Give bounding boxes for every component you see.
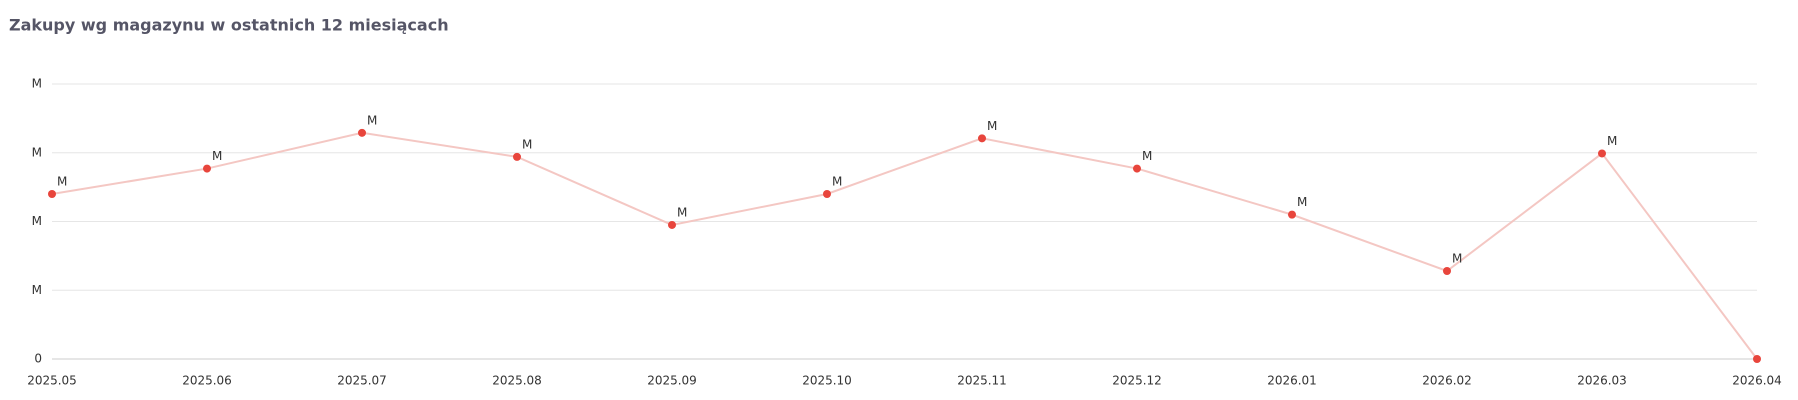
y-tick-label: 0 — [34, 352, 42, 366]
data-label: M — [1142, 149, 1152, 163]
point — [668, 220, 676, 229]
x-tick-label: 2025.07 — [337, 374, 387, 388]
x-tick-label: 2025.06 — [182, 374, 232, 388]
data-label: M — [677, 205, 687, 219]
point — [1443, 267, 1451, 275]
y-tick-label: M — [32, 77, 42, 91]
x-tick-label: 2025.11 — [957, 374, 1007, 388]
data-label: M — [212, 149, 222, 163]
point — [1598, 149, 1606, 158]
point — [978, 134, 986, 143]
data-label: M — [522, 137, 532, 151]
point — [203, 164, 211, 173]
point — [513, 152, 521, 161]
y-tick-label: M — [32, 283, 42, 297]
point — [823, 190, 831, 198]
y-tick-label: M — [32, 214, 42, 228]
x-tick-label: 2026.04 — [1732, 374, 1782, 388]
data-label: M — [1607, 134, 1617, 148]
x-tick-label: 2025.05 — [27, 374, 77, 388]
point — [1288, 210, 1296, 219]
data-label: M — [1452, 252, 1462, 266]
line — [51, 131, 1758, 360]
point — [358, 128, 366, 137]
x-tick-label: 2025.12 — [1112, 374, 1162, 388]
data-label: M — [987, 119, 997, 133]
data-label: M — [57, 175, 67, 189]
chart-title: Zakupy wg magazynu w ostatnich 12 miesią… — [9, 16, 449, 35]
x-tick-label: 2026.01 — [1267, 374, 1317, 388]
x-tick-label: 2025.08 — [492, 374, 542, 388]
x-tick-label: 2026.02 — [1422, 374, 1472, 388]
y-tick-label: M — [32, 145, 42, 159]
point — [1753, 355, 1761, 363]
data-label: M — [367, 113, 377, 127]
data-label: M — [832, 175, 842, 189]
x-tick-label: 2025.10 — [802, 374, 852, 388]
data-label: M — [1297, 195, 1307, 209]
point — [48, 190, 56, 198]
x-tick-label: 2026.03 — [1577, 374, 1627, 388]
point — [1133, 164, 1141, 173]
x-tick-label: 2025.09 — [647, 374, 697, 388]
